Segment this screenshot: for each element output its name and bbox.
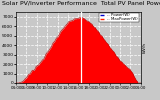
Y-axis label: kW/h: kW/h — [142, 42, 146, 53]
Legend: -- Power(W), -- MaxPower(W): -- Power(W), -- MaxPower(W) — [99, 12, 139, 22]
Text: Solar PV/Inverter Performance  Total PV Panel Power Output: Solar PV/Inverter Performance Total PV P… — [2, 0, 160, 6]
